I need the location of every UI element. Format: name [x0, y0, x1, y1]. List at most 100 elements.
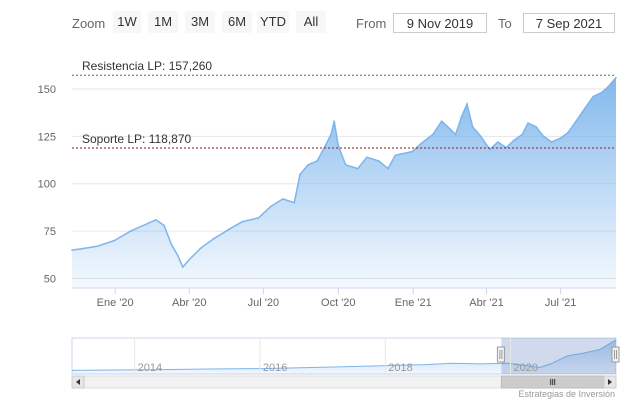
series-area-fill: [72, 77, 616, 288]
data-point: [188, 258, 191, 261]
navigator-selection: [501, 338, 616, 374]
data-point: [324, 145, 327, 147]
data-point: [411, 150, 414, 153]
support-label: Soporte LP: 118,870: [82, 132, 192, 146]
data-point: [567, 131, 569, 134]
from-date-input[interactable]: 9 Nov 2019: [393, 13, 487, 33]
plot-lines: Resistencia LP: 157,260 Soporte LP: 118,8…: [72, 59, 616, 149]
data-point: [96, 245, 98, 248]
y-tick-label: 125: [38, 131, 56, 143]
data-point: [480, 135, 482, 138]
navigator-area: [72, 339, 616, 374]
data-point: [394, 154, 397, 157]
navigator-line: [71, 339, 617, 371]
data-point: [615, 76, 617, 79]
credits-label: Estrategias de Inversión: [518, 389, 615, 399]
data-point: [454, 133, 457, 136]
zoom-label: Zoom: [72, 16, 106, 31]
data-point: [387, 167, 389, 170]
data-point: [378, 160, 380, 162]
y-tick-label: 150: [38, 84, 56, 96]
x-tick-label: Ene '21: [395, 297, 432, 309]
x-tick-label: Jul '21: [545, 297, 576, 309]
data-point: [113, 239, 116, 242]
data-point: [241, 220, 243, 223]
series-line: [71, 77, 617, 269]
data-point: [535, 126, 537, 128]
data-point: [146, 222, 149, 225]
data-point: [228, 228, 230, 230]
zoom-6m-button[interactable]: 6M: [222, 11, 252, 33]
x-tick-label: Abr '20: [172, 297, 207, 309]
to-date-input[interactable]: 7 Sep 2021: [523, 13, 615, 33]
zoom-1w-button[interactable]: 1W: [113, 11, 141, 33]
data-point: [337, 145, 340, 147]
scroll-left-arrow-icon: [76, 379, 80, 385]
scroll-right-arrow-icon: [608, 379, 612, 385]
data-point: [333, 120, 336, 122]
zoom-3m-button[interactable]: 3M: [185, 11, 215, 33]
zoom-ytd-button[interactable]: YTD: [257, 11, 289, 33]
data-point: [299, 173, 301, 176]
data-point: [84, 247, 86, 249]
data-point: [293, 201, 296, 204]
data-point: [163, 224, 165, 227]
x-tick-label: Jul '20: [248, 297, 279, 309]
data-point: [199, 247, 202, 249]
navigator-left-handle: [496, 346, 505, 363]
data-point: [513, 139, 515, 141]
data-point: [592, 95, 594, 98]
data-point: [521, 133, 524, 136]
to-label: To: [498, 16, 512, 31]
data-point: [471, 126, 474, 128]
data-point: [449, 128, 451, 130]
data-point: [497, 141, 499, 143]
data-point: [550, 141, 553, 143]
data-point: [584, 107, 586, 109]
zoom-all-button[interactable]: All: [296, 11, 326, 33]
data-point: [182, 266, 184, 268]
data-point: [607, 86, 609, 88]
data-point: [269, 205, 272, 208]
data-point: [307, 164, 310, 166]
data-point: [527, 122, 529, 124]
data-point: [257, 217, 260, 219]
navigator-tick-label: 2016: [263, 362, 287, 374]
x-tick-label: Oct '20: [321, 297, 356, 309]
from-label: From: [356, 16, 387, 31]
data-point: [559, 137, 562, 139]
data-point: [177, 255, 179, 257]
data-point: [489, 148, 491, 151]
axes: 50 75 100 125 150 Ene '20 Abr '20 Jul '20 Oct '2…: [38, 84, 616, 309]
data-point: [344, 164, 347, 166]
data-point: [357, 167, 359, 170]
data-point: [282, 198, 284, 200]
data-point: [330, 133, 332, 136]
data-point: [460, 116, 463, 119]
data-point: [155, 219, 157, 221]
navigator-tick-label: 2018: [388, 362, 412, 374]
y-tick-label: 50: [44, 274, 56, 286]
zoom-1m-button[interactable]: 1M: [148, 11, 178, 33]
series-area: [71, 76, 617, 288]
navigator-right-handle: [611, 346, 620, 363]
data-point: [419, 143, 422, 145]
data-point: [71, 249, 73, 251]
data-point: [316, 160, 318, 162]
x-tick-label: Abr '21: [469, 297, 504, 309]
data-point: [129, 230, 132, 232]
data-point: [466, 103, 468, 105]
data-point: [432, 133, 434, 136]
data-point: [366, 156, 368, 158]
data-point: [170, 243, 173, 246]
navigator-tick-label: 2014: [138, 362, 162, 374]
data-point: [575, 120, 577, 122]
navigator[interactable]: 2014 2016 2018 2020: [71, 337, 620, 389]
x-tick-label: Ene '20: [97, 297, 134, 309]
y-tick-label: 100: [38, 179, 56, 191]
data-point: [212, 237, 215, 240]
data-point: [440, 120, 443, 122]
resistance-label: Resistencia LP: 157,260: [82, 59, 212, 73]
data-point: [542, 135, 545, 138]
